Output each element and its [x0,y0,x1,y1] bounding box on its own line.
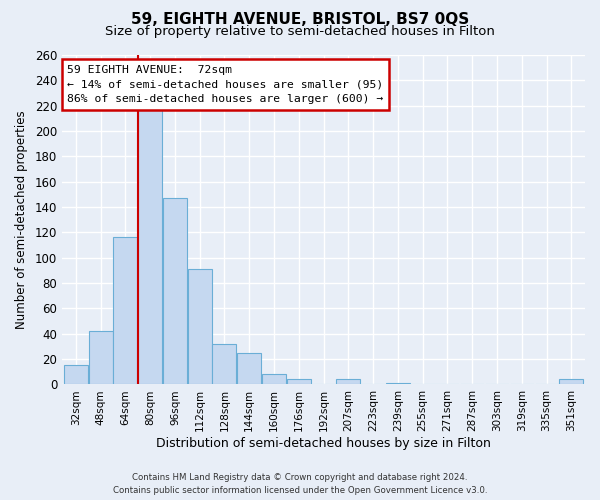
Bar [89,331,113,384]
Bar [337,380,361,384]
Bar [287,380,311,384]
X-axis label: Distribution of semi-detached houses by size in Filton: Distribution of semi-detached houses by … [156,437,491,450]
Text: 59, EIGHTH AVENUE, BRISTOL, BS7 0QS: 59, EIGHTH AVENUE, BRISTOL, BS7 0QS [131,12,469,28]
Bar [138,110,162,384]
Y-axis label: Number of semi-detached properties: Number of semi-detached properties [15,110,28,329]
Bar [188,269,212,384]
Bar [113,238,137,384]
Bar [212,344,236,385]
Text: Size of property relative to semi-detached houses in Filton: Size of property relative to semi-detach… [105,25,495,38]
Bar [386,383,410,384]
Bar [262,374,286,384]
Text: Contains HM Land Registry data © Crown copyright and database right 2024.
Contai: Contains HM Land Registry data © Crown c… [113,474,487,495]
Bar [559,380,583,384]
Bar [64,366,88,384]
Text: 59 EIGHTH AVENUE:  72sqm
← 14% of semi-detached houses are smaller (95)
86% of s: 59 EIGHTH AVENUE: 72sqm ← 14% of semi-de… [67,65,383,104]
Bar [163,198,187,384]
Bar [237,353,261,384]
